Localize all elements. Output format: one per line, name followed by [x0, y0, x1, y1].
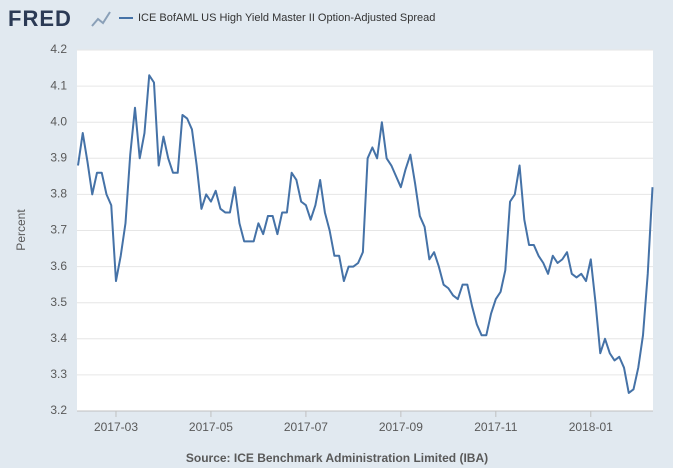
- y-tick-label: 3.8: [50, 187, 67, 201]
- x-tick-label: 2017-03: [94, 420, 138, 434]
- y-tick-label: 4.2: [50, 42, 67, 56]
- y-tick-label: 4.1: [50, 78, 67, 92]
- y-axis-label: Percent: [14, 209, 28, 251]
- x-tick-label: 2017-11: [474, 420, 517, 434]
- y-tick-label: 3.4: [50, 331, 67, 345]
- y-tick-label: 3.6: [50, 259, 67, 273]
- y-tick-label: 3.3: [50, 367, 67, 381]
- data-line: [77, 74, 654, 394]
- y-tick-label: 3.2: [50, 403, 67, 417]
- y-tick-label: 4.0: [50, 114, 67, 128]
- logo-icon: [91, 11, 111, 27]
- y-tick-label: 3.7: [50, 223, 67, 237]
- logo: FRED: [8, 6, 72, 31]
- source: Source: ICE Benchmark Administration Lim…: [186, 451, 488, 465]
- x-tick-label: 2017-07: [284, 420, 328, 434]
- legend-label: ICE BofAML US High Yield Master II Optio…: [138, 12, 435, 24]
- x-tick-label: 2017-05: [189, 420, 233, 434]
- y-tick-label: 3.5: [50, 295, 67, 309]
- x-tick-label: 2018-01: [569, 420, 613, 434]
- y-tick-label: 3.9: [50, 150, 67, 164]
- x-tick-label: 2017-09: [379, 420, 423, 434]
